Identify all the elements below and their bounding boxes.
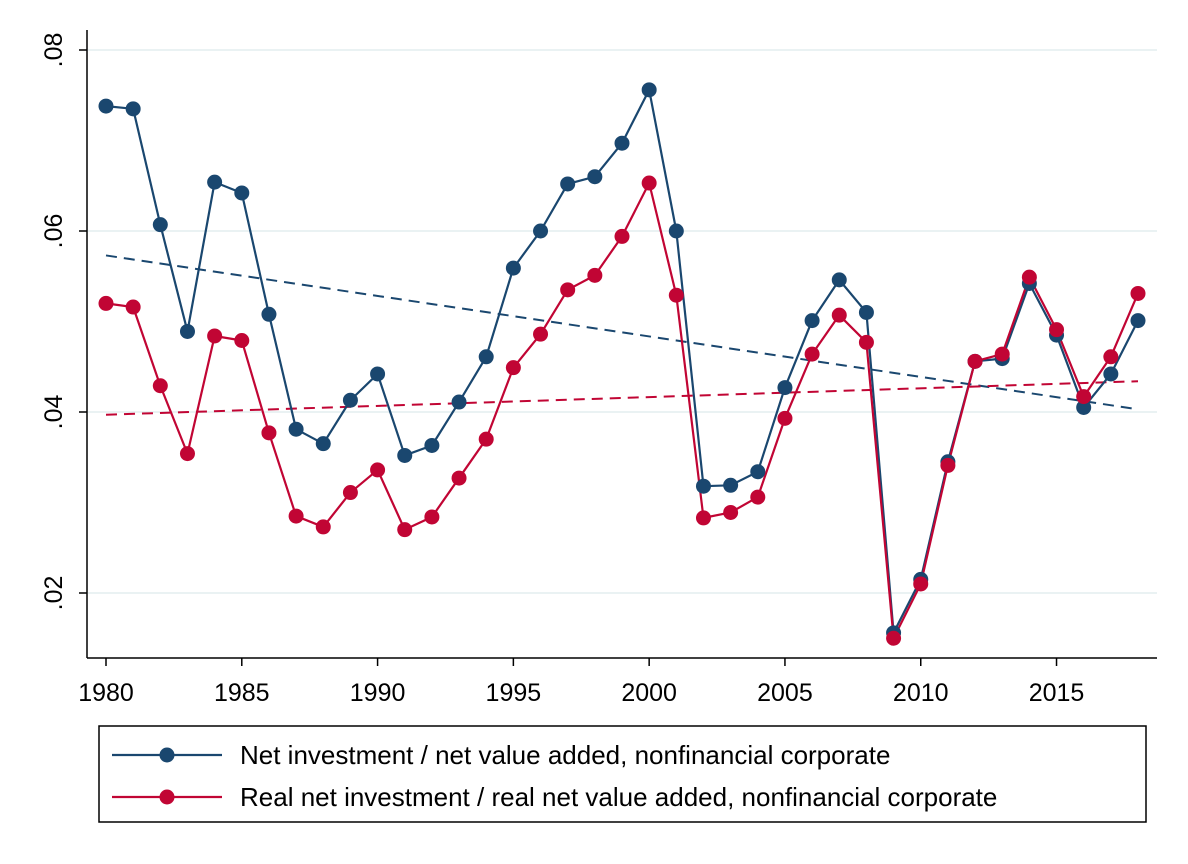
data-point — [831, 272, 847, 288]
data-point — [342, 392, 358, 408]
legend-label: Real net investment / real net value add… — [240, 782, 997, 812]
data-point — [587, 169, 603, 185]
data-point — [587, 267, 603, 283]
y-tick-label: .08 — [40, 33, 68, 68]
x-tick-label: 1995 — [486, 679, 542, 707]
data-point — [777, 410, 793, 426]
data-point — [1049, 322, 1065, 338]
data-point — [98, 98, 114, 114]
data-point — [723, 477, 739, 493]
legend-box — [98, 725, 1147, 823]
data-point — [777, 380, 793, 396]
data-point — [152, 378, 168, 394]
legend-swatch-marker — [159, 789, 175, 805]
data-point — [533, 223, 549, 239]
trend-line-1 — [105, 254, 1139, 411]
x-tick-label: 1990 — [350, 679, 406, 707]
data-point — [125, 101, 141, 117]
legend: Net investment / net value added, nonfin… — [98, 725, 1147, 823]
y-tick-label: .04 — [40, 395, 68, 430]
data-point — [98, 295, 114, 311]
data-point — [668, 223, 684, 239]
data-point — [342, 485, 358, 501]
data-point — [614, 228, 630, 244]
axes: .02 .04 .06 .08 1980 1985 1990 1995 2000 2005 2010… — [40, 30, 1157, 707]
data-point — [858, 304, 874, 320]
data-point — [804, 346, 820, 362]
data-point — [1103, 349, 1119, 365]
data-point — [1130, 313, 1146, 329]
data-point — [560, 282, 576, 298]
y-tick-label: .06 — [40, 214, 68, 249]
data-point — [478, 431, 494, 447]
x-tick-label: 2005 — [757, 679, 813, 707]
data-point — [505, 260, 521, 276]
data-point — [560, 176, 576, 192]
data-point — [505, 360, 521, 376]
data-point — [695, 478, 711, 494]
data-point — [967, 353, 983, 369]
data-point — [234, 185, 250, 201]
x-tick-label: 2010 — [893, 679, 949, 707]
data-point — [288, 421, 304, 437]
x-tick-label: 1985 — [214, 679, 270, 707]
data-point — [695, 510, 711, 526]
data-point — [913, 576, 929, 592]
data-point — [668, 287, 684, 303]
data-point — [614, 135, 630, 151]
data-point — [1103, 366, 1119, 382]
data-point — [397, 447, 413, 463]
data-point — [750, 489, 766, 505]
data-point — [424, 509, 440, 525]
data-point — [179, 323, 195, 339]
data-point — [152, 217, 168, 233]
data-point — [1076, 389, 1092, 405]
legend-swatch-marker — [159, 747, 175, 763]
data-point — [1076, 399, 1092, 415]
trend-line-2 — [105, 380, 1139, 416]
data-point — [261, 425, 277, 441]
data-point — [261, 306, 277, 322]
data-series — [98, 82, 1146, 646]
data-point — [315, 436, 331, 452]
data-point — [370, 366, 386, 382]
data-point — [831, 307, 847, 323]
x-tick-label: 2015 — [1029, 679, 1085, 707]
data-point — [451, 394, 467, 410]
data-point — [179, 446, 195, 462]
data-point — [750, 464, 766, 480]
y-tick-label: .02 — [40, 576, 68, 611]
data-point — [424, 437, 440, 453]
x-tick-label: 1980 — [78, 679, 134, 707]
data-point — [451, 470, 467, 486]
data-point — [315, 519, 331, 535]
data-point — [288, 508, 304, 524]
legend-label: Net investment / net value added, nonfin… — [240, 740, 890, 770]
data-point — [641, 175, 657, 191]
data-point — [397, 522, 413, 538]
data-point — [804, 313, 820, 329]
data-point — [125, 299, 141, 315]
data-point — [940, 457, 956, 473]
data-point — [1130, 285, 1146, 301]
data-point — [207, 174, 223, 190]
data-point — [1021, 269, 1037, 285]
data-point — [641, 82, 657, 98]
data-point — [886, 630, 902, 646]
data-point — [370, 462, 386, 478]
data-point — [533, 326, 549, 342]
trend-lines — [105, 254, 1139, 416]
data-point — [207, 328, 223, 344]
x-tick-label: 2000 — [621, 679, 677, 707]
data-point — [478, 349, 494, 365]
data-point — [234, 333, 250, 349]
data-point — [723, 504, 739, 520]
data-point — [994, 346, 1010, 362]
data-point — [858, 334, 874, 350]
